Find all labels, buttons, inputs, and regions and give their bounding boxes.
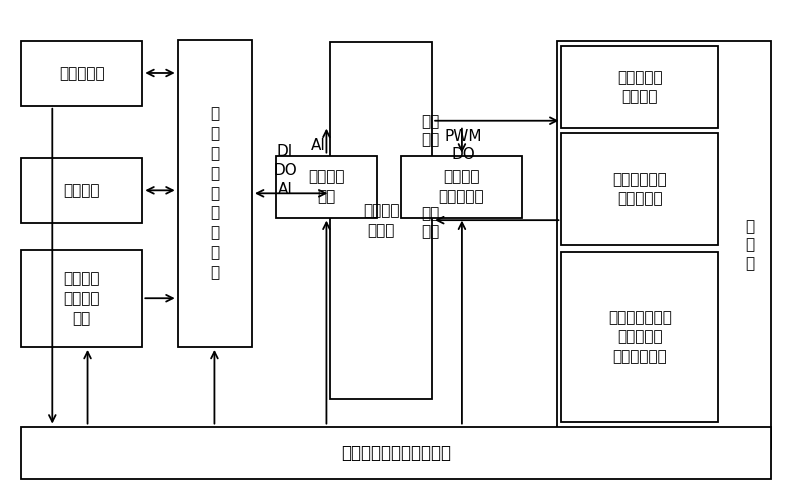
Text: 高速数据
采集卡: 高速数据 采集卡 bbox=[363, 204, 399, 238]
Text: 电压
电流: 电压 电流 bbox=[421, 114, 439, 148]
Bar bbox=[561, 46, 718, 128]
Text: 信号采集
模块: 信号采集 模块 bbox=[308, 169, 345, 204]
Bar bbox=[401, 156, 522, 218]
Bar bbox=[21, 250, 142, 347]
Text: 电弧波形采集
与分析程序: 电弧波形采集 与分析程序 bbox=[612, 172, 667, 206]
Text: 步进电机
及其控制器: 步进电机 及其控制器 bbox=[439, 169, 484, 204]
Text: 实验负载: 实验负载 bbox=[64, 183, 100, 198]
Text: 电极运行
状态检测
模块: 电极运行 状态检测 模块 bbox=[64, 271, 100, 326]
Bar bbox=[21, 158, 142, 222]
Bar bbox=[21, 426, 770, 478]
Bar bbox=[21, 41, 142, 106]
Bar bbox=[276, 156, 377, 218]
Text: 方向
脉冲: 方向 脉冲 bbox=[421, 206, 439, 240]
Text: DI
DO
AI: DI DO AI bbox=[273, 144, 297, 197]
Text: 机械式电弧发生
装置控制及
状态检测程序: 机械式电弧发生 装置控制及 状态检测程序 bbox=[608, 310, 672, 364]
Bar bbox=[561, 133, 718, 245]
Bar bbox=[557, 41, 770, 449]
Text: 控
制
与
状
态
检
测
模
块: 控 制 与 状 态 检 测 模 块 bbox=[210, 106, 219, 280]
Text: 实验主线路: 实验主线路 bbox=[59, 66, 105, 81]
Text: 波形显示与
存储程序: 波形显示与 存储程序 bbox=[617, 70, 663, 104]
Text: 机械式故障电弧发生装置: 机械式故障电弧发生装置 bbox=[341, 444, 450, 462]
Text: PWM
DO: PWM DO bbox=[445, 129, 483, 162]
Bar bbox=[330, 42, 432, 399]
Bar bbox=[178, 40, 252, 347]
Text: 上
位
机: 上 位 机 bbox=[746, 219, 755, 271]
Text: AI: AI bbox=[311, 138, 326, 153]
Bar bbox=[561, 252, 718, 422]
